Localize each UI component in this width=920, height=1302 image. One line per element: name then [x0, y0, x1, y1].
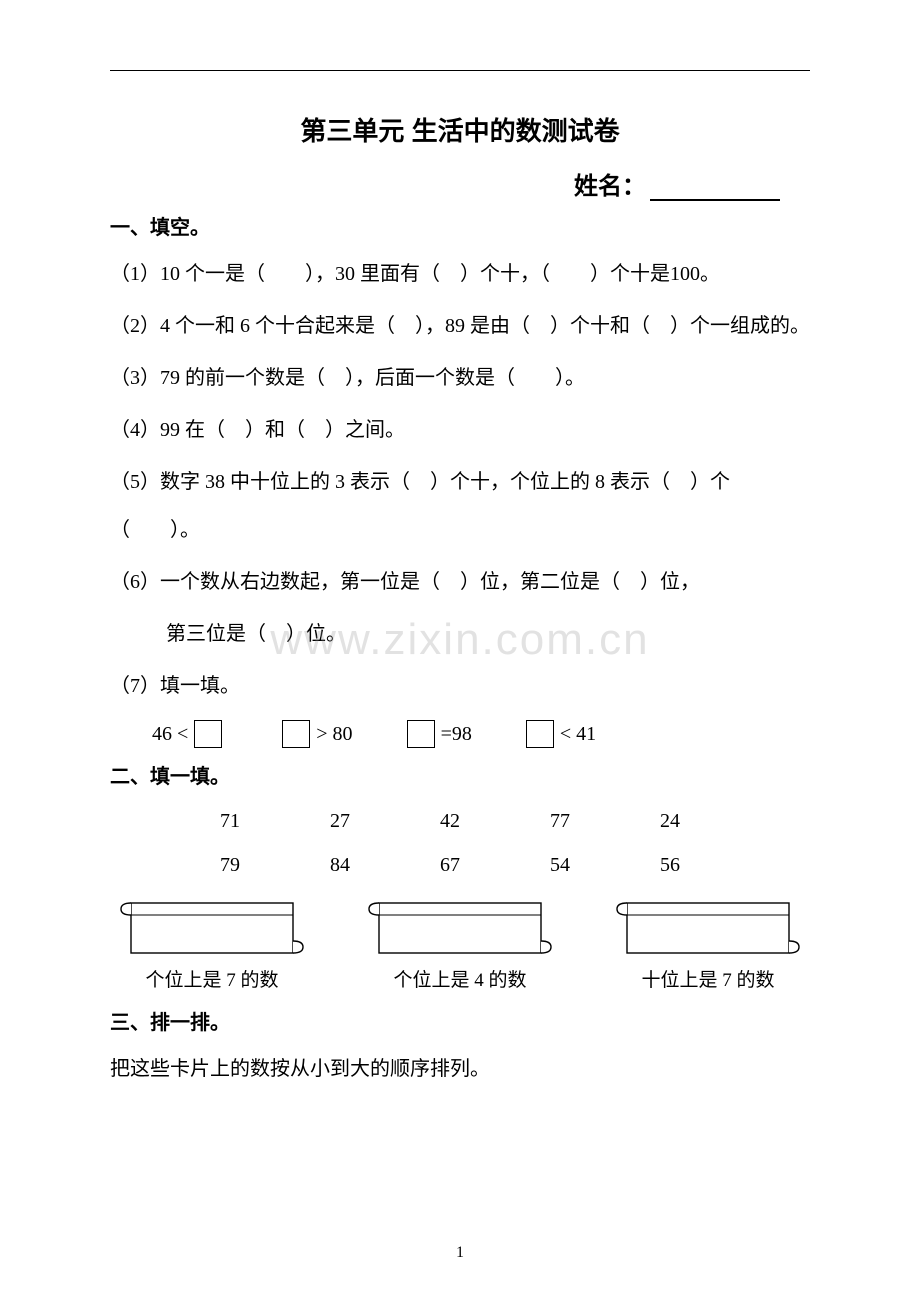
grid-cell: 79: [220, 843, 330, 887]
name-label: 姓名：: [574, 173, 646, 200]
q7-label: （7）填一填。: [110, 662, 810, 710]
name-line: 姓名：: [110, 166, 810, 201]
page-title: 第三单元 生活中的数测试卷: [110, 111, 810, 148]
answer-box[interactable]: [282, 720, 310, 748]
grid-cell: 84: [330, 843, 440, 887]
scroll-box-1: 个位上是 7 的数: [112, 893, 312, 992]
answer-box[interactable]: [526, 720, 554, 748]
scroll-label: 十位上是 7 的数: [608, 965, 808, 992]
number-grid: 71 27 42 77 24 79 84 67 54 56: [110, 799, 810, 887]
grid-cell: 27: [330, 799, 440, 843]
scroll-label: 个位上是 4 的数: [360, 965, 560, 992]
grid-cell: 77: [550, 799, 660, 843]
section3-body: 把这些卡片上的数按从小到大的顺序排列。: [110, 1045, 810, 1093]
scroll-icon: [365, 893, 555, 961]
q7-seg1: 46 <: [152, 714, 228, 754]
q2: （2）4 个一和 6 个十合起来是（ ），89 是由（ ）个十和（ ）个一组成的…: [110, 302, 810, 350]
page-number: 1: [456, 1244, 464, 1262]
q6a: （6）一个数从右边数起，第一位是（ ）位，第二位是（ ）位，: [110, 558, 810, 606]
q5: （5）数字 38 中十位上的 3 表示（ ）个十，个位上的 8 表示（ ）个（ …: [110, 458, 810, 554]
answer-box[interactable]: [194, 720, 222, 748]
section1-head: 一、填空。: [110, 211, 810, 240]
section3-head: 三、排一排。: [110, 1006, 810, 1035]
grid-row: 71 27 42 77 24: [220, 799, 810, 843]
q7-row: 46 < > 80 =98 < 41: [110, 714, 810, 754]
name-blank[interactable]: [650, 199, 780, 201]
grid-cell: 71: [220, 799, 330, 843]
q7-seg2: > 80: [276, 714, 352, 754]
q3: （3）79 的前一个数是（ ），后面一个数是（ ）。: [110, 354, 810, 402]
scroll-label: 个位上是 7 的数: [112, 965, 312, 992]
q7-seg4-text: < 41: [560, 714, 596, 754]
grid-cell: 56: [660, 843, 770, 887]
scroll-icon: [117, 893, 307, 961]
q7-seg2-text: > 80: [316, 714, 352, 754]
q7-seg4: < 41: [520, 714, 596, 754]
top-rule: [110, 70, 810, 71]
grid-row: 79 84 67 54 56: [220, 843, 810, 887]
grid-cell: 24: [660, 799, 770, 843]
scroll-icon: [613, 893, 803, 961]
scroll-row: 个位上是 7 的数 个位上是 4 的数 十位上是 7 的数: [110, 893, 810, 992]
answer-box[interactable]: [407, 720, 435, 748]
q7-seg3-text: =98: [441, 714, 472, 754]
grid-cell: 42: [440, 799, 550, 843]
q6b: 第三位是（ ）位。: [110, 610, 810, 658]
scroll-box-3: 十位上是 7 的数: [608, 893, 808, 992]
q7-seg3: =98: [401, 714, 472, 754]
q4: （4）99 在（ ）和（ ）之间。: [110, 406, 810, 454]
grid-cell: 54: [550, 843, 660, 887]
q1: （1）10 个一是（ ），30 里面有（ ）个十，（ ）个十是100。: [110, 250, 810, 298]
scroll-box-2: 个位上是 4 的数: [360, 893, 560, 992]
section2-head: 二、填一填。: [110, 760, 810, 789]
grid-cell: 67: [440, 843, 550, 887]
q7-seg1-text: 46 <: [152, 714, 188, 754]
